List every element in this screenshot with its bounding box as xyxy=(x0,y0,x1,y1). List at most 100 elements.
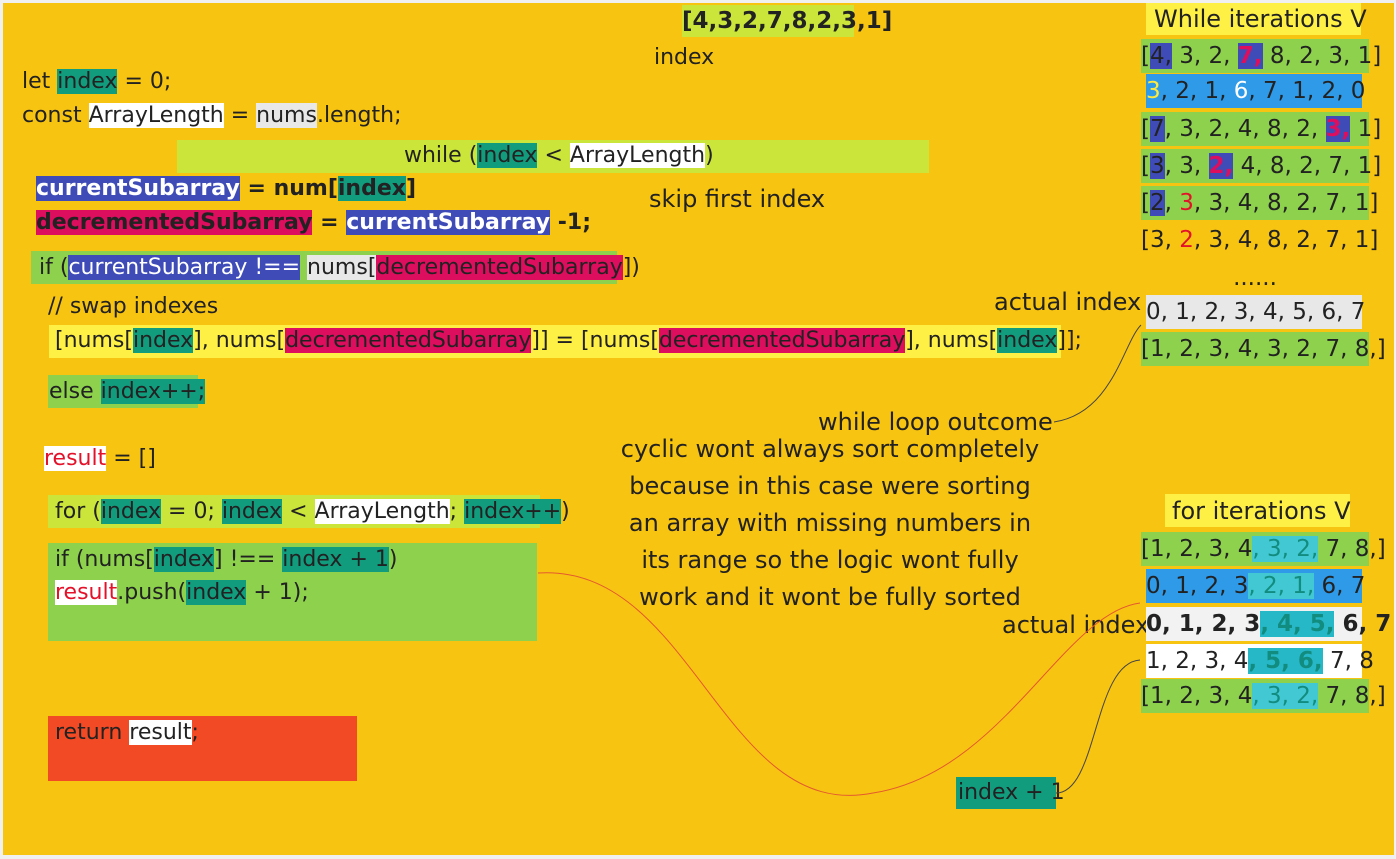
token-eq-empty: = [] xyxy=(113,446,156,471)
token-index: index xyxy=(132,328,194,353)
token-length: .length; xyxy=(316,103,402,128)
for-row-2: 0, 1, 2, 3, 2, 1, 6, 7 xyxy=(1146,569,1365,603)
token-decremented-subarray: decrementedSubarray xyxy=(376,255,623,280)
code-line-current: currentSubarray = num[index] xyxy=(36,173,416,205)
while-loop-outcome-label: while loop outcome xyxy=(818,408,1053,436)
actual-index-label-2: actual index xyxy=(1002,611,1150,639)
token-close-bracket: ] xyxy=(405,176,417,201)
token-result: result xyxy=(44,446,107,471)
while-sticky xyxy=(177,140,929,173)
token-minus-one: -1; xyxy=(557,210,591,235)
token-index-inc: index++; xyxy=(100,379,206,404)
code-line-let: let index = 0; xyxy=(22,66,171,98)
token-index-pp: index++ xyxy=(464,499,562,524)
keyword-else: else xyxy=(49,379,94,404)
explanation-line: an array with missing numbers in xyxy=(628,509,1032,537)
token-current-subarray: currentSubarray xyxy=(68,255,248,280)
return-sticky xyxy=(48,716,357,781)
token-current-subarray: currentSubarray xyxy=(36,176,240,201)
explanation-line: because in this case were sorting xyxy=(629,472,1031,500)
token-nums: nums[ xyxy=(307,255,377,280)
token-close-paren: ) xyxy=(705,143,714,168)
token-if-nums: if (nums[ xyxy=(55,547,154,572)
token-neq: ] !== xyxy=(214,547,276,572)
explanation-line: cyclic wont always sort completely xyxy=(620,435,1040,463)
token-semicolon: ; xyxy=(191,720,199,745)
token-close-paren: ) xyxy=(388,547,398,572)
index-label: index xyxy=(654,45,715,70)
code-line-if-nums: if (nums[index] !== index + 1) xyxy=(55,544,397,576)
token-arraylength: ArrayLength xyxy=(88,103,224,128)
code-line-for: for (index = 0; index < ArrayLength; ind… xyxy=(55,496,570,528)
token-index: index xyxy=(997,328,1058,353)
token-index: index xyxy=(186,580,247,605)
code-line-if: if (currentSubarray !== nums[decremented… xyxy=(39,252,640,284)
keyword-if: if ( xyxy=(39,255,69,280)
token-arraylength: ArrayLength xyxy=(314,499,450,524)
token-decremented-subarray: decrementedSubarray xyxy=(36,210,313,235)
code-line-while: while (index < ArrayLength) xyxy=(404,140,714,172)
for-title-sticky xyxy=(1165,494,1350,527)
code-line-else: else index++; xyxy=(49,376,206,408)
token-index: index xyxy=(477,143,538,168)
while-row-2: 3, 2, 1, 6, 7, 1, 2, 0 xyxy=(1146,74,1365,108)
code-line-decremented: decrementedSubarray = currentSubarray -1… xyxy=(36,207,591,239)
connector-index-plus-one xyxy=(1055,659,1141,794)
token-nums: nums xyxy=(256,103,317,128)
actual-index-label-1: actual index xyxy=(994,288,1142,316)
token-arraylength: ArrayLength xyxy=(569,143,706,168)
token-decremented-subarray: decrementedSubarray xyxy=(285,328,532,353)
token-equals: = xyxy=(320,210,339,235)
token-index: index xyxy=(337,176,406,201)
explanation-note: cyclic wont always sort completely becau… xyxy=(613,431,1047,616)
token-index-plus-one: index + 1 xyxy=(282,547,389,572)
token-decremented-subarray: decrementedSubarray xyxy=(658,328,906,353)
frame: [4,3,2,7,8,2,3,1] index let index = 0; c… xyxy=(3,3,1394,855)
token-lt: < xyxy=(289,499,308,524)
while-row-1: [4, 3, 2, 7, 8, 2, 3, 1] xyxy=(1141,39,1381,73)
token-index: index xyxy=(221,499,283,524)
code-line-const: const ArrayLength = nums.length; xyxy=(22,100,401,132)
token-eq-num: = num[ xyxy=(247,176,338,201)
skip-first-index-note: skip first index xyxy=(649,185,826,213)
keyword-return: return xyxy=(55,720,123,745)
for-row-4: 1, 2, 3, 4, 5, 6, 7, 8 xyxy=(1146,644,1374,678)
while-row-3: [7, 3, 2, 4, 8, 2, 3, 1] xyxy=(1141,112,1381,146)
token-equals: = xyxy=(230,103,250,128)
code-line-push: result.push(index + 1); xyxy=(55,577,309,609)
top-array: [4,3,2,7,8,2,3,1] xyxy=(682,5,892,37)
keyword-for: for ( xyxy=(55,499,101,524)
while-row-6: [3, 2, 3, 4, 8, 2, 7, 1] xyxy=(1141,227,1379,253)
while-panel-title: While iterations V xyxy=(1154,5,1367,33)
token-lt: < xyxy=(544,143,563,168)
token-swap-end: ]]; xyxy=(1057,328,1082,353)
token-index: index xyxy=(153,547,214,572)
keyword-let: let xyxy=(22,69,51,94)
token-eq-zero: = 0; xyxy=(168,499,215,524)
token-not-equal: !== xyxy=(247,255,301,280)
token-assign-mid: ]] = [nums[ xyxy=(531,328,659,353)
while-actual-index-row: 0, 1, 2, 3, 4, 5, 6, 7 xyxy=(1146,295,1365,329)
for-panel-title: for iterations V xyxy=(1172,497,1351,525)
token-push-open: .push( xyxy=(117,580,187,605)
token-close-paren: ) xyxy=(561,499,570,524)
token-index: index xyxy=(100,499,162,524)
explanation-line: its range so the logic wont fully xyxy=(641,546,1019,574)
while-outcome-row: [1, 2, 3, 4, 3, 2, 7, 8,] xyxy=(1141,332,1386,366)
for-row-1: [1, 2, 3, 4, 3, 2, 7, 8,] xyxy=(1141,532,1386,566)
token-semi: ; xyxy=(449,499,458,524)
while-row-4: [3, 3, 2, 4, 8, 2, 7, 1] xyxy=(1141,149,1381,183)
while-row-5: [2, 3, 3, 4, 8, 2, 7, 1] xyxy=(1141,186,1378,220)
token-eq-zero: = 0; xyxy=(124,69,172,94)
while-title-sticky xyxy=(1146,3,1361,35)
token-current-subarray: currentSubarray xyxy=(346,210,551,235)
keyword-while: while ( xyxy=(404,143,478,168)
token-swap-open: [nums[ xyxy=(55,328,133,353)
explanation-line: work and it wont be fully sorted xyxy=(639,583,1021,611)
code-line-return: return result; xyxy=(55,717,199,749)
token-close-bp: ]) xyxy=(622,255,640,280)
token-result: result xyxy=(55,580,118,605)
for-row-3: 0, 1, 2, 3, 4, 5, 6, 7 xyxy=(1146,607,1391,641)
token-result: result xyxy=(129,720,192,745)
